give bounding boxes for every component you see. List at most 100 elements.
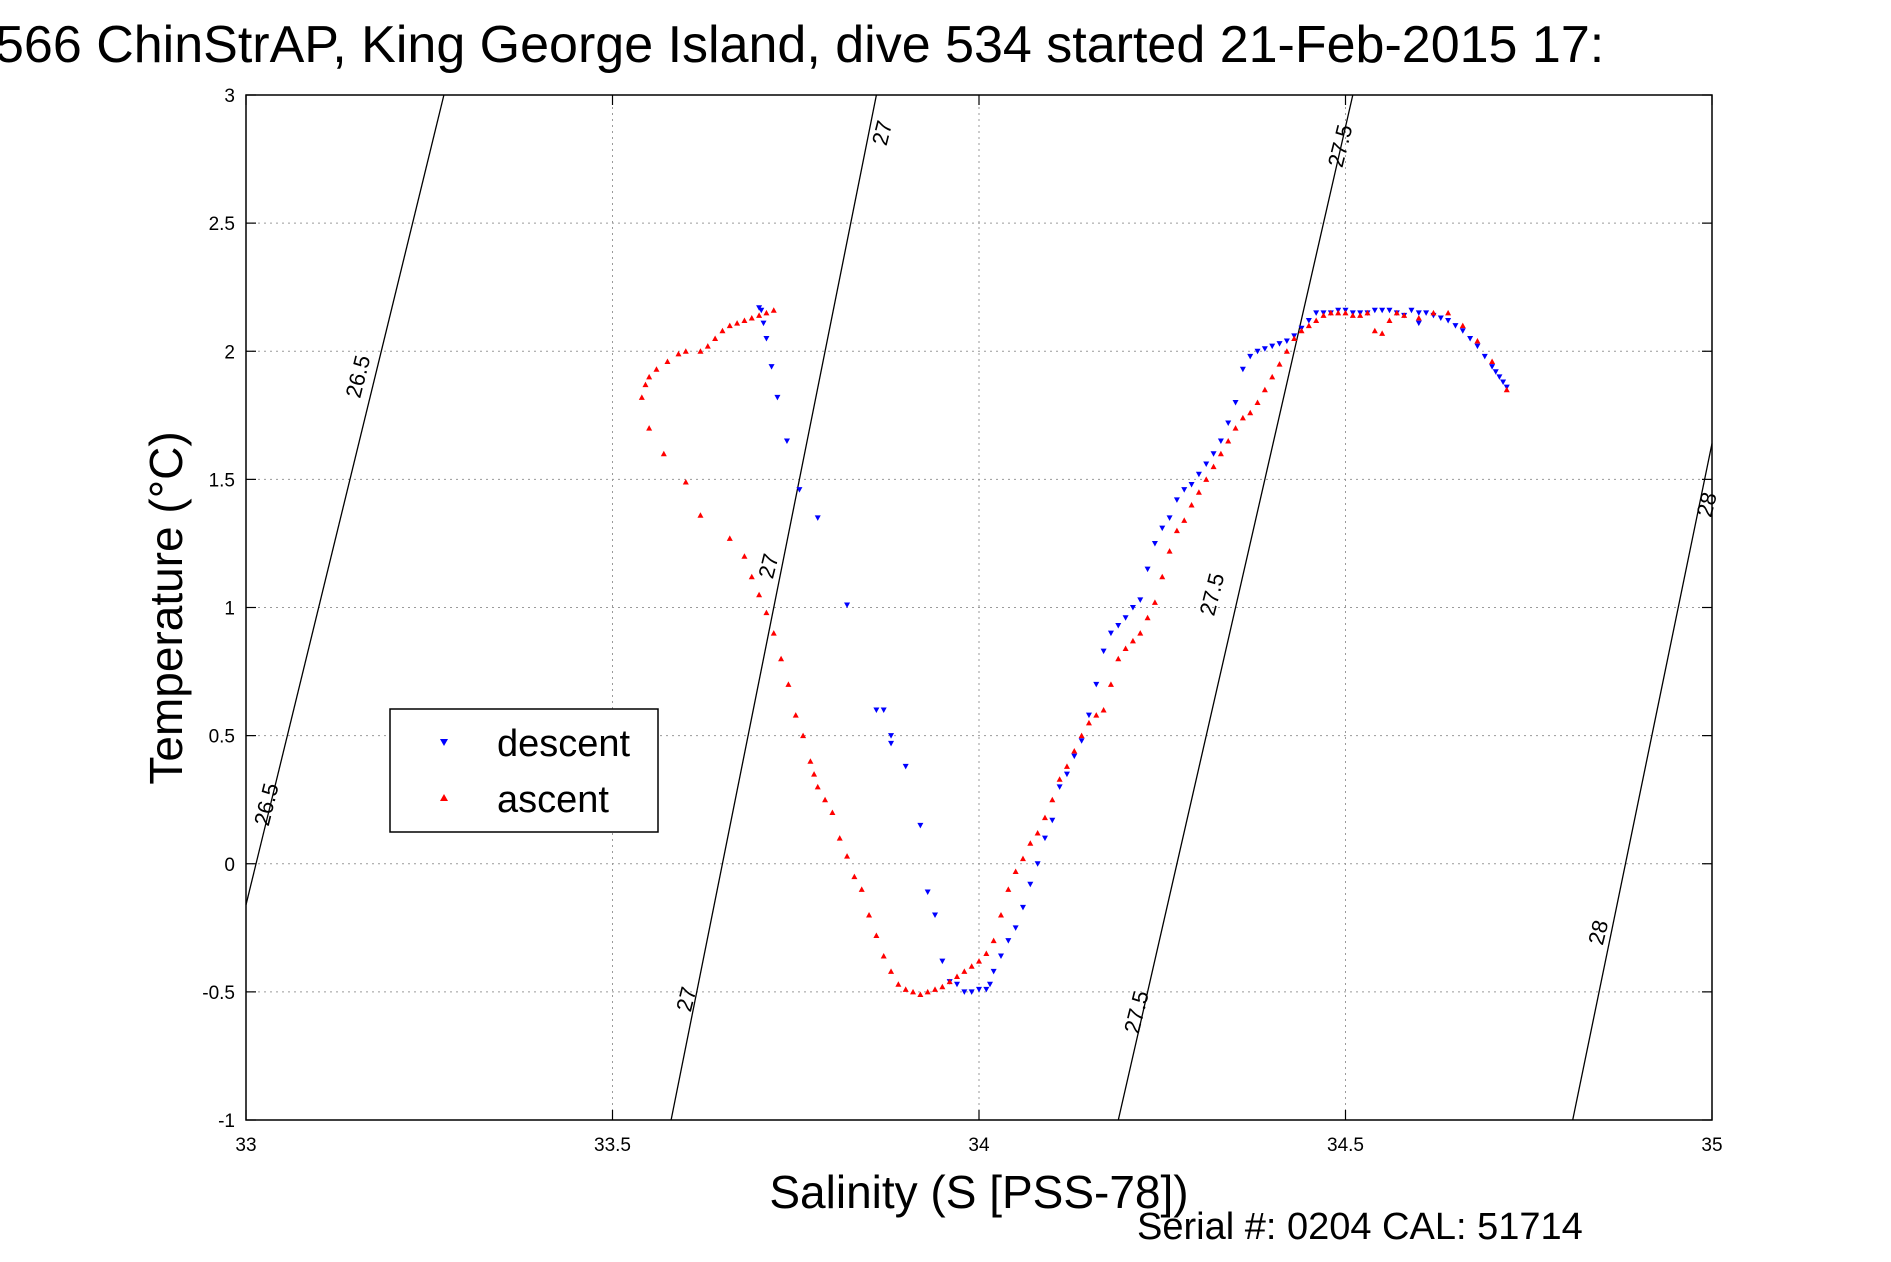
point-ascent xyxy=(1019,855,1026,862)
point-ascent xyxy=(770,630,777,636)
point-ascent xyxy=(1298,327,1305,334)
point-descent xyxy=(917,822,924,829)
point-descent xyxy=(758,307,765,314)
point-ascent xyxy=(836,835,843,841)
contour-label: 28 xyxy=(1692,490,1722,520)
point-descent xyxy=(888,740,895,747)
point-descent xyxy=(768,364,775,370)
point-ascent xyxy=(748,573,755,580)
point-ascent xyxy=(1115,655,1122,662)
y-tick-label: 1.5 xyxy=(209,470,235,491)
point-descent xyxy=(1371,307,1378,314)
point-descent xyxy=(990,968,997,975)
point-ascent xyxy=(748,314,755,321)
x-tick-label: 33 xyxy=(235,1135,256,1156)
point-descent xyxy=(1305,318,1312,324)
point-ascent xyxy=(844,853,851,859)
point-descent xyxy=(932,912,939,918)
point-ascent xyxy=(939,983,946,990)
point-descent xyxy=(1107,630,1114,637)
point-ascent xyxy=(1005,886,1012,892)
point-ascent xyxy=(1195,489,1202,495)
point-ascent xyxy=(1173,527,1180,534)
point-descent xyxy=(1492,369,1499,375)
point-descent xyxy=(1408,307,1415,314)
point-descent xyxy=(961,989,968,995)
point-ascent xyxy=(1049,796,1056,803)
point-ascent xyxy=(1085,719,1092,726)
point-descent xyxy=(1452,323,1459,329)
point-ascent xyxy=(1232,425,1239,431)
point-descent xyxy=(1254,348,1261,355)
point-ascent xyxy=(653,366,660,372)
y-tick-label: -0.5 xyxy=(202,983,235,1004)
point-ascent xyxy=(719,327,726,334)
point-descent xyxy=(796,487,803,493)
contour-label: 27 xyxy=(753,551,783,581)
point-descent xyxy=(1151,540,1158,547)
point-ascent xyxy=(924,988,931,995)
point-ascent xyxy=(682,348,689,354)
point-ascent xyxy=(1254,399,1261,405)
legend-box xyxy=(389,708,659,833)
point-ascent xyxy=(1320,312,1327,318)
point-descent xyxy=(1217,438,1224,444)
point-ascent xyxy=(1503,386,1510,393)
point-ascent xyxy=(1210,463,1217,470)
x-tick-labels: 33 33.5 34 34.5 35 xyxy=(235,1135,1722,1156)
point-descent xyxy=(1415,320,1422,327)
point-descent xyxy=(1445,318,1452,324)
point-ascent xyxy=(1386,317,1393,323)
point-ascent xyxy=(932,986,939,992)
point-ascent xyxy=(1129,637,1136,644)
point-ascent xyxy=(638,394,645,400)
point-descent xyxy=(1225,420,1232,426)
point-descent xyxy=(976,986,982,993)
y-tick-label: -1 xyxy=(218,1111,235,1132)
point-descent xyxy=(1041,835,1048,842)
point-descent xyxy=(1386,307,1393,314)
point-ascent xyxy=(1217,450,1224,457)
point-descent xyxy=(763,335,770,342)
point-descent xyxy=(1144,566,1151,573)
point-ascent xyxy=(1327,309,1334,316)
y-tick-label: 0.5 xyxy=(209,727,235,748)
point-ascent xyxy=(756,591,763,598)
contour-label: 28 xyxy=(1583,918,1613,948)
point-ascent xyxy=(1364,309,1371,316)
point-descent xyxy=(1181,487,1188,493)
point-descent xyxy=(1459,328,1466,334)
legend: descent ascent xyxy=(389,708,659,833)
axis-ticks xyxy=(245,94,1713,1121)
legend-marker-ascent xyxy=(440,794,448,801)
point-descent xyxy=(1210,451,1217,457)
legend-label-ascent: ascent xyxy=(497,779,609,821)
point-ascent xyxy=(704,343,711,349)
point-ascent xyxy=(642,381,649,388)
point-ascent xyxy=(1247,409,1254,416)
point-descent xyxy=(1173,497,1180,503)
point-ascent xyxy=(646,425,653,431)
point-ascent xyxy=(1283,348,1290,354)
y-tick-label: 2 xyxy=(224,342,235,363)
point-descent xyxy=(1489,364,1496,370)
point-ascent xyxy=(1056,776,1063,782)
y-tick-label: 1 xyxy=(224,599,235,620)
point-ascent xyxy=(697,512,704,518)
point-ascent xyxy=(1107,681,1114,687)
point-descent xyxy=(844,602,851,608)
point-ascent xyxy=(902,986,909,992)
point-descent xyxy=(1056,784,1063,790)
point-ascent xyxy=(1078,732,1085,739)
point-ascent xyxy=(1151,599,1158,605)
point-descent xyxy=(1159,525,1166,532)
point-ascent xyxy=(1239,414,1246,421)
point-descent xyxy=(1063,771,1070,778)
point-ascent xyxy=(811,771,818,777)
point-ascent xyxy=(1181,517,1188,523)
point-ascent xyxy=(866,912,873,918)
point-ascent xyxy=(1415,314,1422,321)
point-ascent xyxy=(778,655,785,662)
y-tick-labels: -1 -0.5 0 0.5 1 1.5 2 2.5 3 xyxy=(202,86,235,1132)
